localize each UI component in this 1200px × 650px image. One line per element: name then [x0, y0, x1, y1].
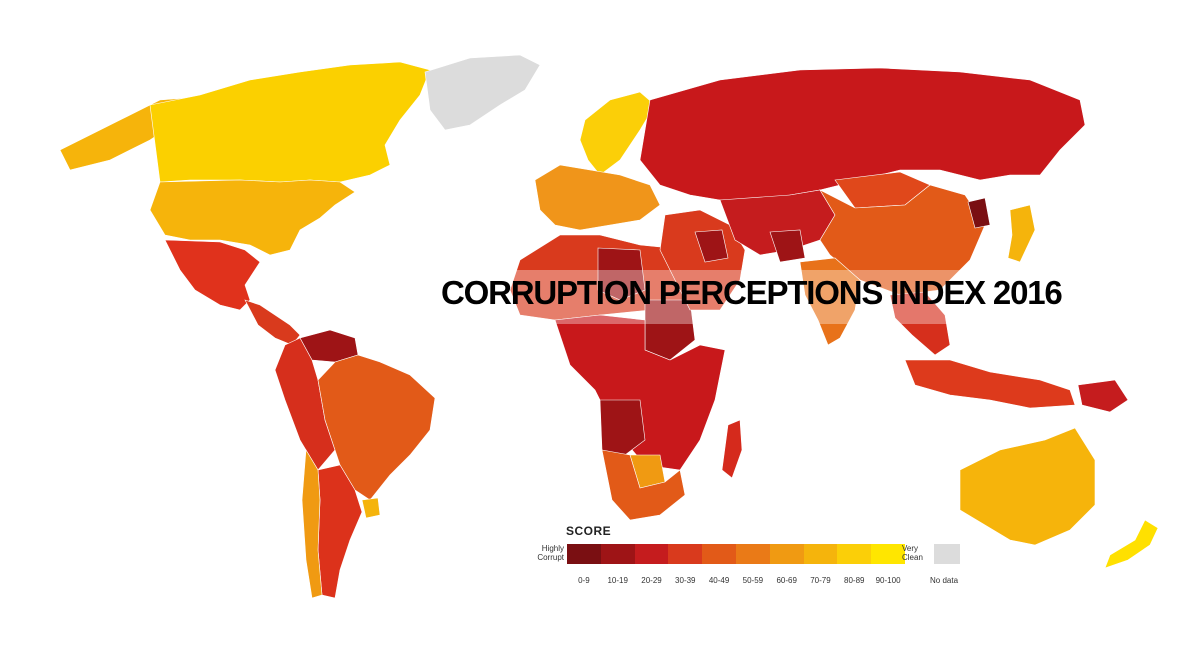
title-band [436, 270, 1076, 324]
region-north-korea [967, 197, 991, 229]
legend-swatch-0 [567, 544, 601, 564]
legend-range-label-6: 60-69 [776, 576, 797, 585]
region-central-africa [554, 314, 726, 471]
region-western-europe [534, 164, 661, 231]
region-indonesia [904, 359, 1076, 409]
legend-range-label-8: 80-89 [844, 576, 865, 585]
legend-range-labels: 0-9 10-19 20-29 30-39 40-49 50-59 60-69 70-79 80… [567, 576, 905, 585]
region-canada [149, 61, 431, 183]
region-central-america [244, 299, 301, 346]
legend-swatch-1 [600, 544, 635, 564]
legend-swatch-3 [668, 544, 703, 564]
legend-high-label-line1: Very [902, 544, 919, 553]
region-angola [599, 399, 646, 456]
region-iraq [694, 229, 729, 263]
region-russia [639, 67, 1086, 201]
legend-low-label-line2: Corrupt [537, 553, 564, 562]
legend-low-label-line1: Highly [541, 544, 564, 553]
region-usa [149, 179, 356, 256]
region-afghanistan [769, 229, 806, 263]
region-scandinavia [579, 91, 656, 176]
region-australia [959, 427, 1096, 546]
score-legend: SCORE Highly Corrupt Very Clean 0-9 10-19… [530, 522, 980, 622]
region-middle-east [659, 209, 746, 311]
legend-range-label-0: 0-9 [578, 576, 590, 585]
region-mexico [164, 239, 261, 311]
legend-swatch-8 [837, 544, 872, 564]
region-greenland [424, 54, 541, 131]
region-southeast-asia [889, 291, 951, 356]
legend-swatch-7 [803, 544, 838, 564]
legend-range-label-3: 30-39 [675, 576, 696, 585]
region-new-zealand [1104, 519, 1159, 569]
legend-range-label-9: 90-100 [875, 576, 901, 585]
legend-no-data-swatch [934, 544, 960, 564]
legend-low-label: Highly Corrupt [530, 544, 564, 562]
region-india [799, 257, 861, 346]
legend-range-label-2: 20-29 [641, 576, 662, 585]
legend-range-label-5: 50-59 [742, 576, 764, 585]
region-china [819, 184, 986, 296]
region-japan [1007, 204, 1036, 263]
legend-high-label: Very Clean [902, 544, 936, 562]
legend-range-label-1: 10-19 [607, 576, 628, 585]
region-madagascar [721, 419, 743, 479]
legend-range-label-4: 40-49 [708, 576, 730, 585]
legend-range-label-7: 70-79 [810, 576, 831, 585]
legend-no-data-label: No data [930, 576, 959, 585]
legend-swatch-5 [735, 544, 770, 564]
region-brazil [317, 354, 436, 501]
region-uruguay [361, 497, 381, 519]
region-papua-new-guinea [1077, 379, 1129, 413]
legend-swatch-6 [769, 544, 804, 564]
legend-swatch-4 [702, 544, 736, 564]
region-libya [597, 247, 646, 301]
region-southern-africa [601, 449, 686, 521]
legend-high-label-line2: Clean [902, 553, 923, 562]
legend-color-scale [567, 544, 905, 564]
legend-swatch-2 [634, 544, 669, 564]
region-chile [301, 449, 323, 599]
map-title: CORRUPTION PERCEPTIONS INDEX 2016 [441, 274, 1063, 311]
legend-heading: SCORE [566, 524, 612, 538]
legend-swatch-9 [871, 544, 905, 564]
